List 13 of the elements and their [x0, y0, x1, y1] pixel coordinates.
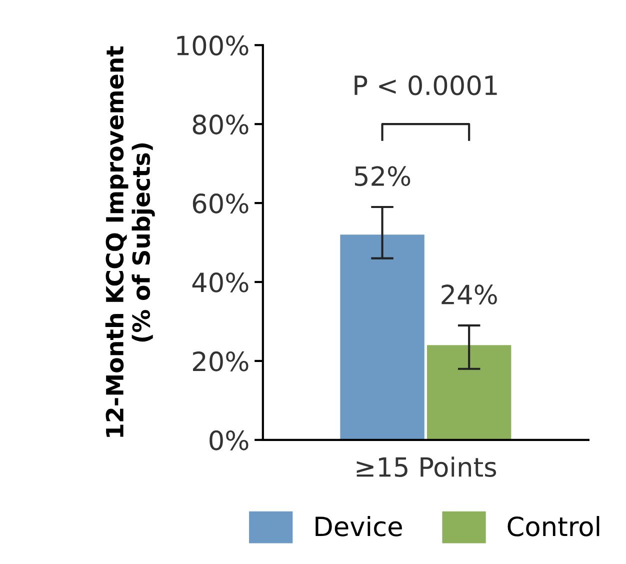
annotation: P < 0.0001 [354, 75, 497, 96]
y-tick-label: 40% [192, 272, 248, 292]
y-tick-label: 20% [193, 351, 248, 372]
data-label: 52% [354, 166, 410, 186]
y-tick-label: 0% [210, 430, 248, 450]
y-tick-label: 100% [177, 36, 248, 56]
y-axis-title: 12-Month KCCQ Improvement (% of Subjects) [105, 46, 155, 437]
y-tick-label: 80% [192, 114, 248, 134]
x-tick-label: ≥15 Points [356, 456, 496, 478]
data-label: 24% [442, 284, 497, 305]
y-tick-label: 60% [192, 193, 248, 214]
legend-label: Device [316, 516, 402, 536]
legend-label: Control [508, 516, 600, 536]
